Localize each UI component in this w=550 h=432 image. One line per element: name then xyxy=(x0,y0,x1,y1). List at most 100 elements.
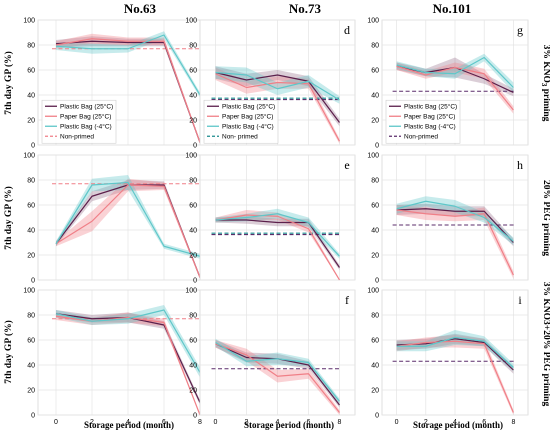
y-tick-label: 0 xyxy=(375,412,379,419)
legend-box xyxy=(203,99,279,144)
y-axis-label-row-3: 7th day GP (%) xyxy=(3,320,14,384)
legend-entry: Non- primed xyxy=(222,134,258,141)
series-line xyxy=(396,208,514,243)
y-tick-label: 20 xyxy=(371,252,379,259)
y-tick-label: 60 xyxy=(189,337,197,344)
x-tick-label: 8 xyxy=(198,419,202,426)
series-band xyxy=(56,305,200,378)
y-tick-label: 0 xyxy=(31,277,35,284)
series-band xyxy=(56,310,200,405)
y-tick-label: 80 xyxy=(189,177,197,184)
series-line xyxy=(215,214,341,281)
series-line xyxy=(215,213,340,257)
y-tick-label: 40 xyxy=(189,362,197,369)
series-band xyxy=(396,205,514,279)
y-tick-label: 60 xyxy=(371,202,379,209)
x-tick-label: 0 xyxy=(54,419,58,426)
series-line xyxy=(396,200,514,242)
y-tick-label: 0 xyxy=(193,277,197,284)
series-line xyxy=(396,209,514,276)
x-tick-label: 4 xyxy=(276,419,280,426)
y-tick-label: 100 xyxy=(23,17,35,24)
series-line xyxy=(396,336,514,368)
legend: Plastic Bag (25°C) Paper Bag (25°C) Plasti… xyxy=(203,99,279,144)
series-line xyxy=(55,181,201,257)
series-line xyxy=(55,184,201,278)
y-tick-label: 0 xyxy=(375,142,379,149)
y-tick-label: 20 xyxy=(371,387,379,394)
legend-entry: Paper Bag (25°C) xyxy=(404,113,455,121)
panel-c: 02040608010002468c xyxy=(23,287,219,426)
series-line xyxy=(396,340,514,413)
legend-box xyxy=(385,99,461,144)
column-title-2: No.73 xyxy=(289,1,322,16)
y-tick-label: 20 xyxy=(27,387,35,394)
legend-entry: Plastic Bag (25°C) xyxy=(404,103,457,111)
legend-box xyxy=(41,99,117,144)
y-tick-label: 100 xyxy=(23,287,35,294)
panels-group: 020406080100aPlastic Bag (25°C)Paper Bag… xyxy=(23,17,529,426)
x-tick-label: 6 xyxy=(482,419,486,426)
legend: Plastic Bag (25°C) Paper Bag (25°C) Plasti… xyxy=(41,99,117,144)
y-tick-label: 40 xyxy=(27,362,35,369)
legend: Plastic Bag (25°C) Paper Bag (25°C) Plasti… xyxy=(385,99,461,144)
series-band xyxy=(396,330,514,372)
y-tick-label: 80 xyxy=(27,312,35,319)
x-axis-label-col-3: Storage period (month) xyxy=(413,420,503,430)
series-band xyxy=(215,216,340,270)
y-tick-label: 100 xyxy=(367,287,379,294)
y-tick-label: 40 xyxy=(27,92,35,99)
y-tick-label: 100 xyxy=(367,17,379,24)
series-band xyxy=(56,31,200,98)
y-tick-label: 40 xyxy=(371,362,379,369)
series-band xyxy=(396,57,514,97)
y-tick-label: 100 xyxy=(367,152,379,159)
series-line xyxy=(215,343,340,413)
legend-entry: Non-primed xyxy=(404,134,438,141)
y-tick-label: 80 xyxy=(189,42,197,49)
y-tick-label: 80 xyxy=(27,177,35,184)
x-tick-label: 2 xyxy=(90,419,94,426)
y-tick-label: 60 xyxy=(371,337,379,344)
y-tick-label: 40 xyxy=(27,227,35,234)
y-tick-label: 100 xyxy=(23,152,35,159)
series-band xyxy=(215,340,340,415)
y-tick-label: 20 xyxy=(27,117,35,124)
legend-entry: Plastic Bag (-4°C) xyxy=(60,123,112,131)
series-line xyxy=(215,71,340,101)
row-label-3: 3% KNO3+20% PEG priming xyxy=(541,282,550,407)
y-tick-label: 60 xyxy=(371,67,379,74)
column-title-1: No.63 xyxy=(124,1,157,16)
series-band xyxy=(56,175,200,259)
panel-i: 0 20 40 60 80 100 0 2 4 6 8 i xyxy=(367,287,529,426)
series-line xyxy=(55,309,201,373)
series-line xyxy=(55,315,201,416)
series-line xyxy=(396,65,514,111)
y-tick-label: 80 xyxy=(27,42,35,49)
x-tick-label: 6 xyxy=(162,419,166,426)
series-band xyxy=(215,338,340,404)
panel-letter: f xyxy=(345,293,349,307)
y-tick-label: 60 xyxy=(27,67,35,74)
panel-d: 0 20 40 60 80 100 d Plastic Bag (25°C) Paper Bag… xyxy=(185,17,356,149)
y-tick-label: 20 xyxy=(189,387,197,394)
y-tick-label: 80 xyxy=(371,42,379,49)
y-tick-label: 20 xyxy=(27,252,35,259)
column-title-3: No.101 xyxy=(433,1,472,16)
series-band xyxy=(215,208,340,259)
y-tick-label: 60 xyxy=(189,67,197,74)
x-tick-label: 8 xyxy=(511,419,515,426)
legend-entry: Paper Bag (25°C) xyxy=(222,113,273,121)
y-tick-label: 0 xyxy=(193,412,197,419)
y-tick-label: 0 xyxy=(193,142,197,149)
series-line xyxy=(215,341,340,402)
legend-entry: Paper Bag (25°C) xyxy=(60,113,111,121)
series-line xyxy=(396,56,514,88)
y-tick-label: 80 xyxy=(371,177,379,184)
y-tick-label: 60 xyxy=(189,202,197,209)
y-tick-label: 80 xyxy=(189,312,197,319)
y-axis-label-row-1: 7th day GP (%) xyxy=(3,51,14,115)
panel-letter: e xyxy=(344,158,349,172)
legend-entry: Plastic Bag (25°C) xyxy=(222,103,275,111)
y-tick-label: 60 xyxy=(27,202,35,209)
